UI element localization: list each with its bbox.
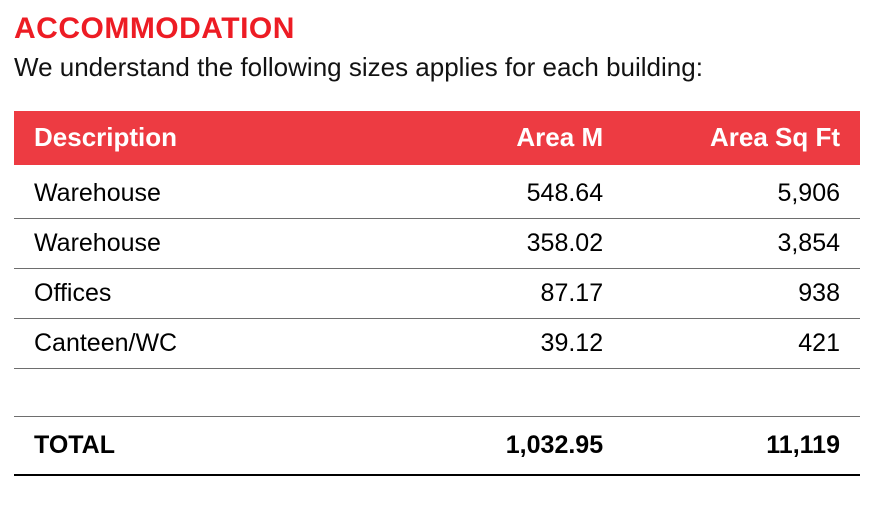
cell-area-sqft: 421 (623, 319, 860, 369)
table-total-row: TOTAL 1,032.95 11,119 (14, 417, 860, 476)
table-header-row: Description Area M Area Sq Ft (14, 111, 860, 165)
section-heading: ACCOMMODATION (14, 12, 860, 46)
accommodation-table: Description Area M Area Sq Ft Warehouse … (14, 111, 860, 476)
col-area-m: Area M (386, 111, 623, 165)
total-area-m: 1,032.95 (386, 417, 623, 476)
cell-area-sqft: 5,906 (623, 165, 860, 219)
cell-area-m: 548.64 (386, 165, 623, 219)
table-row: Offices 87.17 938 (14, 269, 860, 319)
table-row: Canteen/WC 39.12 421 (14, 319, 860, 369)
cell-area-m: 87.17 (386, 269, 623, 319)
cell-area-m: 39.12 (386, 319, 623, 369)
col-area-sqft: Area Sq Ft (623, 111, 860, 165)
total-label: TOTAL (14, 417, 386, 476)
cell-description: Warehouse (14, 165, 386, 219)
cell-description: Canteen/WC (14, 319, 386, 369)
cell-description: Warehouse (14, 219, 386, 269)
total-area-sqft: 11,119 (623, 417, 860, 476)
col-description: Description (14, 111, 386, 165)
table-row: Warehouse 548.64 5,906 (14, 165, 860, 219)
table-row: Warehouse 358.02 3,854 (14, 219, 860, 269)
cell-description: Offices (14, 269, 386, 319)
cell-area-sqft: 3,854 (623, 219, 860, 269)
cell-area-m: 358.02 (386, 219, 623, 269)
section-subheading: We understand the following sizes applie… (14, 52, 860, 83)
table-spacer-row (14, 369, 860, 417)
cell-area-sqft: 938 (623, 269, 860, 319)
